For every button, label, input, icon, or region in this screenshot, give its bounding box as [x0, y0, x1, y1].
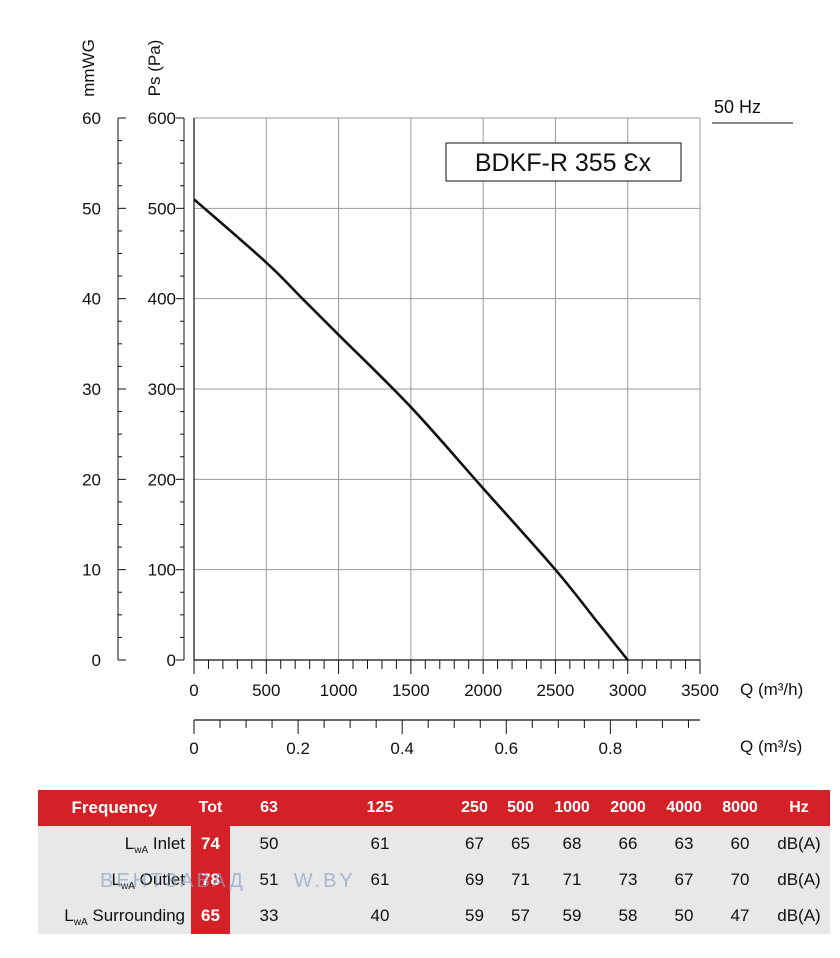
x-tick-label: 2000 [464, 681, 502, 700]
header-1000: 1000 [544, 790, 600, 826]
header-2000: 2000 [600, 790, 656, 826]
x2-axis-label: Q (m³/s) [740, 737, 802, 756]
table-row-outlet: LwA Outlet 78 51 61 69 71 71 73 67 70 dB… [38, 862, 830, 898]
y-tick-label: 100 [148, 561, 176, 580]
unit: dB(A) [777, 870, 821, 889]
value-250: 69 [465, 870, 484, 889]
label-main: L [64, 906, 74, 925]
y-tick-label: 200 [148, 470, 176, 489]
x-tick-label: 500 [252, 681, 280, 700]
y-tick-label: 600 [148, 109, 176, 128]
value-8000: 70 [730, 870, 750, 889]
x-tick-label: 1500 [392, 681, 430, 700]
y2-tick-label: 10 [82, 561, 101, 580]
value-2000: 66 [618, 834, 638, 853]
label-sub: wA [134, 845, 149, 856]
y2-tick-label: 30 [82, 380, 101, 399]
value-2000: 58 [618, 906, 638, 925]
unit: dB(A) [777, 834, 821, 853]
x2-tick-label: 0 [189, 739, 198, 758]
header-250: 250 [452, 790, 497, 826]
value-1000: 71 [562, 870, 582, 889]
y2-tick-label: 20 [82, 470, 101, 489]
header-hz: Hz [768, 790, 830, 826]
value-4000: 67 [674, 870, 694, 889]
y2-axis-label: mmWG [79, 39, 98, 97]
label-main: L [124, 834, 135, 853]
ticks [118, 117, 701, 734]
value-500: 57 [511, 906, 530, 925]
unit: dB(A) [777, 906, 821, 925]
table-header-row: Frequency Tot 63 125 250 500 1000 2000 4… [38, 790, 830, 826]
y2-tick-label: 50 [82, 199, 101, 218]
header-frequency: Frequency [38, 790, 191, 826]
model-title-box [445, 142, 682, 182]
header-8000: 8000 [712, 790, 768, 826]
tick-labels: 0 500 1000 1500 2000 2500 3000 3500001001020020… [82, 109, 719, 758]
value-125: 61 [370, 834, 390, 853]
value-500: 71 [511, 870, 530, 889]
frequency-label: 50 Hz [714, 97, 761, 117]
x2-tick-label: 0.6 [494, 739, 518, 758]
x2-tick-label: 0.2 [286, 739, 310, 758]
tot-value: 78 [191, 862, 230, 898]
value-63: 33 [259, 906, 279, 925]
value-1000: 68 [562, 834, 582, 853]
x-tick-label: 2500 [537, 681, 575, 700]
header-125: 125 [308, 790, 452, 826]
row-label: LwA Surrounding [38, 898, 191, 934]
value-250: 67 [465, 834, 484, 853]
value-1000: 59 [562, 906, 582, 925]
header-tot: Tot [191, 790, 230, 826]
y-tick-label: 0 [167, 651, 176, 670]
x2-tick-label: 0.8 [599, 739, 623, 758]
value-125: 61 [370, 870, 390, 889]
label-sub: wA [73, 917, 88, 928]
x-tick-label: 0 [189, 681, 198, 700]
label-rest: Inlet [148, 834, 185, 853]
value-2000: 73 [618, 870, 638, 889]
row-label: LwA Outlet [38, 862, 191, 898]
series-curve [193, 198, 629, 661]
value-250: 59 [465, 906, 484, 925]
value-4000: 50 [674, 906, 694, 925]
header-63: 63 [230, 790, 308, 826]
value-125: 40 [370, 906, 390, 925]
label-sub: wA [121, 881, 135, 892]
fan-performance-chart: 0 500 1000 1500 2000 2500 3000 3500001001020020… [79, 39, 803, 758]
y-tick-label: 300 [148, 380, 176, 399]
value-8000: 47 [730, 906, 750, 925]
y2-tick-label: 40 [82, 290, 101, 309]
x-tick-label: 3000 [609, 681, 647, 700]
value-8000: 60 [730, 834, 750, 853]
sound-power-table: Frequency Tot 63 125 250 500 1000 2000 4… [38, 790, 830, 934]
y2-tick-label: 60 [82, 109, 101, 128]
table-row-surrounding: LwA Surrounding 65 33 40 59 57 59 58 50 … [38, 898, 830, 934]
x2-tick-label: 0.4 [390, 739, 414, 758]
value-4000: 63 [674, 834, 694, 853]
y-tick-label: 400 [148, 290, 176, 309]
y-tick-label: 500 [148, 199, 176, 218]
value-63: 50 [259, 834, 279, 853]
x-tick-label: 3500 [681, 681, 719, 700]
row-label: LwA Inlet [38, 826, 191, 862]
tot-value: 65 [191, 898, 230, 934]
tot-value: 74 [191, 826, 230, 862]
x-tick-label: 1000 [320, 681, 358, 700]
header-4000: 4000 [656, 790, 712, 826]
grid [194, 117, 701, 660]
label-main: L [111, 870, 121, 889]
value-500: 65 [511, 834, 530, 853]
y-axis-label: Ps (Pa) [145, 40, 164, 97]
table-row-inlet: LwA Inlet 74 50 61 67 65 68 66 63 60 dB(… [38, 826, 830, 862]
y2-tick-label: 0 [92, 651, 101, 670]
model-title: BDKF-R 355 Ɛx [475, 149, 652, 177]
label-rest: Surrounding [87, 906, 185, 925]
label-rest: Outlet [134, 870, 185, 889]
value-63: 51 [259, 870, 279, 889]
header-500: 500 [497, 790, 544, 826]
x-axis-label: Q (m³/h) [740, 680, 803, 699]
